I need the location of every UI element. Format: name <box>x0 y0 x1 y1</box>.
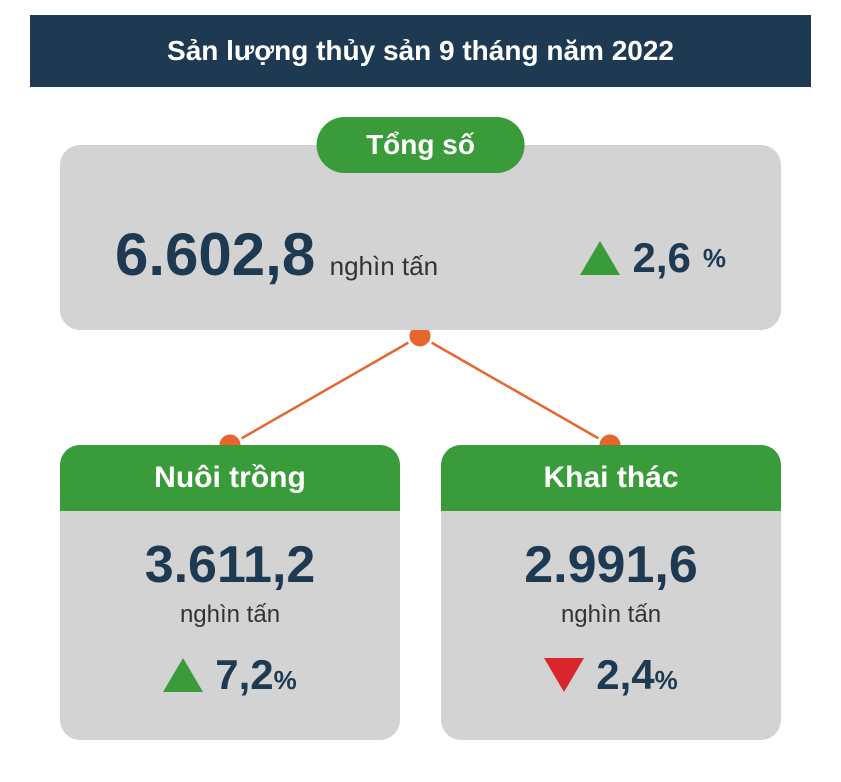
total-pct-symbol: % <box>703 243 726 274</box>
child-left-unit: nghìn tấn <box>60 601 400 629</box>
total-card: Tổng số 6.602,8 nghìn tấn 2,6% <box>60 145 781 330</box>
arrow-down-icon <box>544 658 584 692</box>
child-right-unit: nghìn tấn <box>441 601 781 629</box>
child-left-pct: % <box>274 665 297 695</box>
child-right-change: 2,4 <box>596 651 654 698</box>
total-change-value: 2,6 <box>632 234 690 282</box>
child-right-pct: % <box>655 665 678 695</box>
total-unit: nghìn tấn <box>330 251 438 281</box>
child-card-left: Nuôi trồng 3.611,2 nghìn tấn 7,2% <box>60 445 400 740</box>
total-change-group: 2,6% <box>580 234 726 282</box>
child-left-change-group: 7,2% <box>60 651 400 699</box>
child-right-value: 2.991,6 <box>441 535 781 595</box>
child-card-right: Khai thác 2.991,6 nghìn tấn 2,4% <box>441 445 781 740</box>
page-title: Sản lượng thủy sản 9 tháng năm 2022 <box>167 35 674 66</box>
total-value-group: 6.602,8 nghìn tấn <box>115 220 438 289</box>
child-left-label: Nuôi trồng <box>60 445 400 511</box>
total-value: 6.602,8 <box>115 221 315 288</box>
page-title-bar: Sản lượng thủy sản 9 tháng năm 2022 <box>30 15 811 87</box>
child-right-label: Khai thác <box>441 445 781 511</box>
arrow-up-icon <box>580 241 620 275</box>
total-label: Tổng số <box>366 129 475 160</box>
child-left-value: 3.611,2 <box>60 535 400 595</box>
total-label-pill: Tổng số <box>316 117 525 173</box>
child-right-change-group: 2,4% <box>441 651 781 699</box>
arrow-up-icon <box>163 658 203 692</box>
child-left-change: 7,2 <box>215 651 273 698</box>
child-left-body: 3.611,2 nghìn tấn 7,2% <box>60 511 400 699</box>
child-right-body: 2.991,6 nghìn tấn 2,4% <box>441 511 781 699</box>
